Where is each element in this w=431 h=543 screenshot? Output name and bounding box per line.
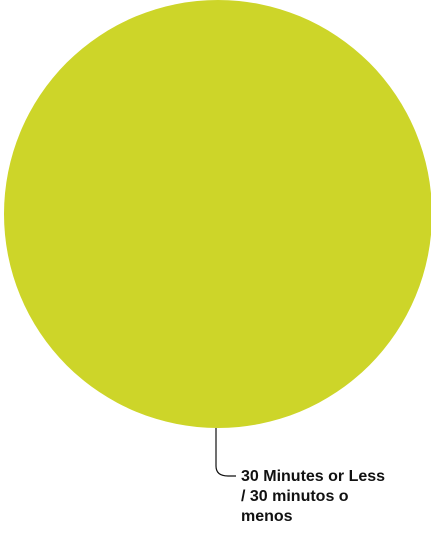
pie-slice-0: [4, 0, 431, 428]
slice-label-30-minutes-or-less: 30 Minutes or Less / 30 minutos o menos: [241, 468, 386, 525]
pie-slices: [4, 0, 431, 428]
slice-leader-line: [215, 428, 236, 477]
